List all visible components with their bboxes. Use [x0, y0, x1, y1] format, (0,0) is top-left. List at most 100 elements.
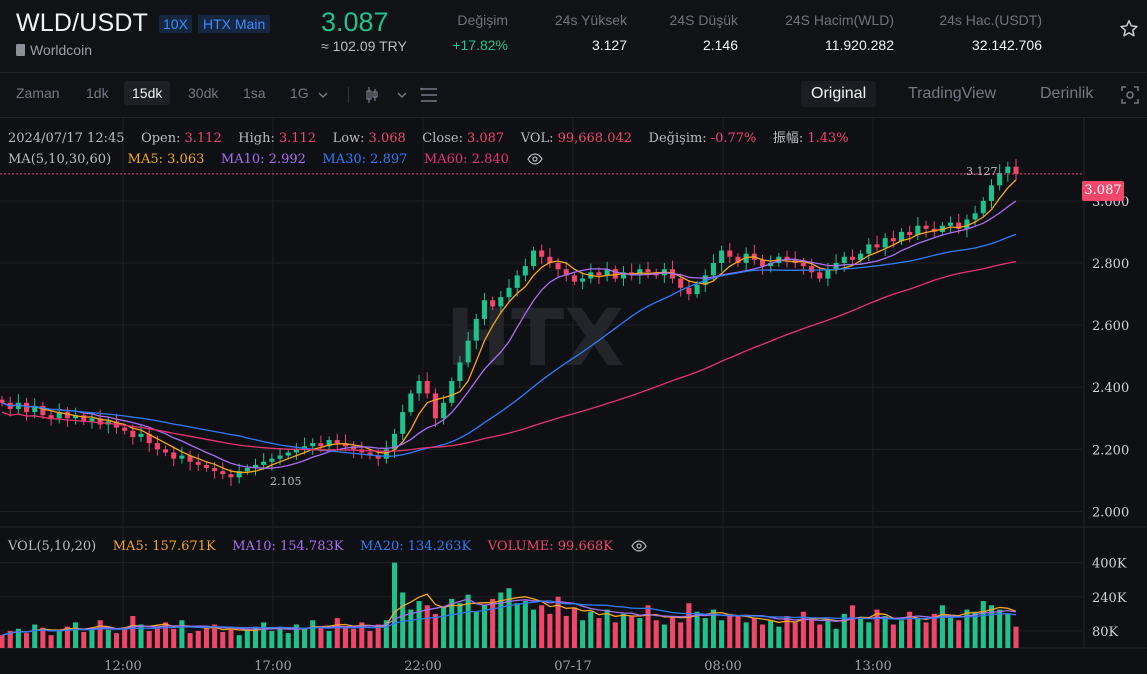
- change-label: Değişim:: [648, 131, 707, 146]
- candle-body: [367, 452, 373, 456]
- interval-1d[interactable]: 1G: [290, 85, 309, 101]
- volume-bar: [514, 603, 520, 648]
- volume-bar: [948, 615, 954, 648]
- volume-bar: [113, 633, 120, 648]
- view-original-tab[interactable]: Original: [801, 81, 877, 107]
- candle-body: [719, 250, 725, 263]
- candle-body: [1013, 166, 1019, 174]
- stat-label: 24S Hacim(WLD): [785, 12, 894, 28]
- volume-bar: [939, 605, 945, 648]
- interval-15m[interactable]: 15dk: [124, 81, 171, 105]
- candle-body: [866, 244, 872, 254]
- ohlc-date: 2024/07/17 12:45: [8, 131, 125, 146]
- candle-body: [261, 461, 267, 465]
- volume-bar: [858, 618, 864, 648]
- amplitude-value: 1.43%: [807, 131, 849, 146]
- volume-bar: [220, 631, 226, 648]
- candle-body: [154, 443, 160, 450]
- change-value: -0.77%: [710, 131, 757, 146]
- pair-title[interactable]: WLD/USDT: [16, 9, 149, 37]
- chevron-down-icon[interactable]: [397, 90, 407, 100]
- interval-1m[interactable]: 1dk: [86, 85, 109, 101]
- volume-bar: [326, 630, 332, 648]
- volume-bar: [293, 624, 299, 648]
- volume-bar: [956, 620, 962, 648]
- volume-bar: [800, 611, 806, 648]
- time-tick-label: 17:00: [254, 659, 291, 674]
- volume-bar: [702, 618, 708, 648]
- candle-type-icon[interactable]: [365, 86, 379, 104]
- indicators-icon[interactable]: [420, 86, 438, 104]
- price-chart[interactable]: 3.0002.8002.6002.4002.2002.000400K240K80…: [0, 117, 1147, 674]
- ma60-value: MA60: 2.840: [423, 152, 509, 167]
- volume-bar: [416, 601, 422, 648]
- volume-bar: [907, 611, 913, 648]
- stat-label: Değişim: [457, 12, 508, 28]
- candle-body: [809, 266, 815, 273]
- time-tick-label: 07-17: [554, 659, 591, 674]
- view-tradingview-tab[interactable]: TradingView: [908, 85, 997, 102]
- market-badge: HTX Main: [198, 15, 271, 33]
- volume-bar: [710, 609, 716, 648]
- volume-bar: [817, 624, 823, 648]
- ticker-header: WLD/USDT 10X HTX Main Worldcoin 3.087 ≈ …: [0, 0, 1147, 73]
- candle-body: [547, 256, 553, 263]
- ma30-value: MA30: 2.897: [322, 152, 408, 167]
- price-tick-label: 2.200: [1092, 443, 1129, 458]
- low-marker: 2.105: [270, 475, 302, 488]
- time-tick-label: 08:00: [704, 659, 741, 674]
- volume-bar: [997, 609, 1003, 648]
- interval-time[interactable]: Zaman: [16, 85, 60, 101]
- ma60-line: [1, 260, 1017, 452]
- last-price: 3.087: [321, 7, 389, 37]
- volume-bar: [555, 596, 561, 648]
- high-label: High:: [238, 131, 275, 146]
- volume-bar: [261, 622, 267, 648]
- eye-icon[interactable]: [527, 153, 543, 165]
- volume-bar: [580, 620, 586, 648]
- interval-30m[interactable]: 30dk: [188, 85, 219, 101]
- candle-body: [498, 297, 504, 307]
- volume-bar: [759, 624, 766, 648]
- volume-bar: [1013, 626, 1019, 648]
- candle-body: [252, 464, 259, 468]
- volume-bar: [212, 624, 218, 648]
- volume-bar: [122, 627, 128, 648]
- vol-ma10: MA10: 154.783K: [232, 539, 344, 554]
- candle-body: [645, 269, 651, 273]
- volume-bar: [612, 622, 618, 648]
- candle-body: [15, 402, 21, 409]
- volume-bar: [465, 594, 471, 648]
- candle-body: [465, 340, 471, 363]
- ma-legend: MA(5,10,30,60) MA5: 3.063 MA10: 2.992 MA…: [8, 152, 543, 167]
- candle-body: [841, 256, 847, 263]
- interval-1h[interactable]: 1sa: [243, 85, 266, 101]
- candle-body: [522, 266, 528, 276]
- candle-body: [89, 418, 95, 422]
- view-depth-tab[interactable]: Derinlik: [1040, 85, 1094, 102]
- eye-icon[interactable]: [631, 540, 647, 552]
- stat-low: 24S Düşük 2.146: [670, 12, 738, 53]
- candle-body: [948, 222, 954, 226]
- volume-bar: [15, 628, 21, 648]
- candle-body: [481, 300, 488, 319]
- volume-bar: [367, 630, 373, 648]
- candle-body: [898, 231, 905, 242]
- candle-body: [514, 275, 520, 288]
- candle-body: [228, 474, 234, 478]
- document-icon: [16, 44, 25, 56]
- star-icon[interactable]: [1118, 18, 1140, 40]
- volume-bar: [285, 633, 291, 648]
- candle-body: [620, 272, 627, 279]
- divider: [348, 87, 349, 103]
- chevron-down-icon[interactable]: [318, 90, 328, 100]
- candle-body: [964, 219, 970, 229]
- candle-body: [923, 225, 929, 229]
- candle-body: [449, 381, 455, 403]
- candle-body: [555, 262, 561, 270]
- volume-bar: [653, 620, 659, 648]
- volume-bar: [375, 624, 381, 648]
- fullscreen-icon[interactable]: [1121, 86, 1139, 104]
- volume-bar: [498, 592, 504, 648]
- volume-bar: [138, 624, 144, 648]
